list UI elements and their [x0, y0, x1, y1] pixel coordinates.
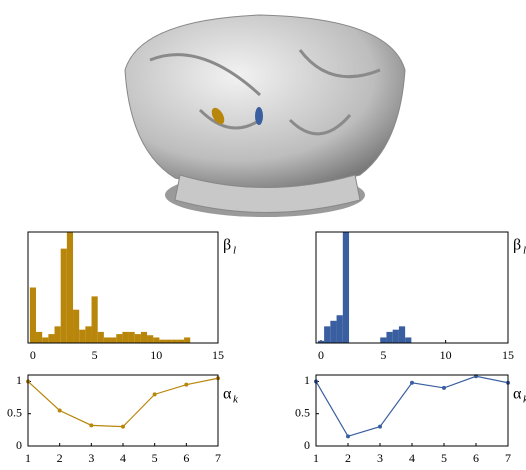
bar	[92, 296, 98, 343]
point	[410, 381, 414, 385]
y-label-subscript: k	[233, 394, 239, 406]
bar	[79, 330, 85, 343]
bar	[122, 332, 128, 343]
x-tick-label: 5	[92, 348, 98, 362]
line	[316, 376, 508, 436]
point	[89, 423, 93, 427]
x-tick-label: 15	[502, 348, 514, 362]
bowl-render	[125, 15, 405, 217]
bar	[330, 321, 336, 343]
x-tick-label: 7	[215, 451, 221, 465]
y-tick-label: 1	[16, 373, 22, 387]
frame	[28, 375, 218, 446]
x-tick-label: 6	[183, 451, 189, 465]
bar	[129, 332, 135, 343]
bar	[141, 332, 147, 343]
y-tick-label: 0	[304, 438, 310, 452]
y-label: β	[223, 237, 231, 254]
bar	[61, 249, 67, 343]
y-label: α	[223, 386, 232, 403]
bar	[42, 337, 48, 343]
x-tick-label: 10	[440, 348, 452, 362]
x-tick-label: 1	[25, 451, 31, 465]
bar	[30, 288, 36, 344]
bar	[405, 337, 411, 343]
x-tick-label: 3	[377, 451, 383, 465]
bar	[104, 337, 110, 343]
line	[28, 378, 218, 426]
x-tick-label: 4	[120, 451, 126, 465]
x-tick-label: 6	[473, 451, 479, 465]
bar	[98, 332, 104, 343]
y-tick-label: 0	[16, 438, 22, 452]
point	[153, 392, 157, 396]
bar	[324, 326, 330, 343]
point	[378, 425, 382, 429]
x-tick-label: 2	[345, 451, 351, 465]
point	[184, 383, 188, 387]
x-tick-label: 7	[505, 451, 511, 465]
bar	[399, 326, 405, 343]
figure: 051015βl051015βl123456700.51αk123456700.…	[0, 0, 526, 470]
y-tick-label: 0.5	[7, 405, 22, 419]
x-tick-label: 3	[88, 451, 94, 465]
y-label-subscript: l	[233, 245, 236, 257]
bar	[393, 330, 399, 343]
bar	[153, 337, 159, 343]
x-tick-label: 5	[380, 348, 386, 362]
x-tick-label: 10	[150, 348, 162, 362]
y-tick-label: 1	[304, 373, 310, 387]
x-tick-label: 1	[313, 451, 319, 465]
bar	[48, 334, 54, 343]
bar	[73, 310, 79, 343]
point	[121, 425, 125, 429]
bar	[380, 337, 386, 343]
bar	[36, 332, 42, 343]
x-tick-label: 0	[318, 348, 324, 362]
point	[442, 386, 446, 390]
y-label: β	[513, 237, 521, 254]
y-label: α	[513, 386, 522, 403]
frame	[316, 375, 508, 446]
bar	[343, 232, 349, 343]
bar	[85, 326, 91, 343]
x-tick-label: 5	[441, 451, 447, 465]
bar	[184, 337, 190, 343]
x-tick-label: 2	[57, 451, 63, 465]
bar	[337, 315, 343, 343]
x-tick-label: 5	[152, 451, 158, 465]
point	[58, 409, 62, 413]
bar	[386, 332, 392, 343]
y-tick-label: 0.5	[295, 405, 310, 419]
bar	[116, 334, 122, 343]
bar	[147, 335, 153, 343]
x-tick-label: 4	[409, 451, 415, 465]
x-tick-label: 15	[212, 348, 224, 362]
bar	[135, 334, 141, 343]
point	[346, 434, 350, 438]
x-tick-label: 0	[30, 348, 36, 362]
bar	[55, 326, 61, 343]
bar	[67, 232, 73, 343]
bar	[110, 337, 116, 343]
